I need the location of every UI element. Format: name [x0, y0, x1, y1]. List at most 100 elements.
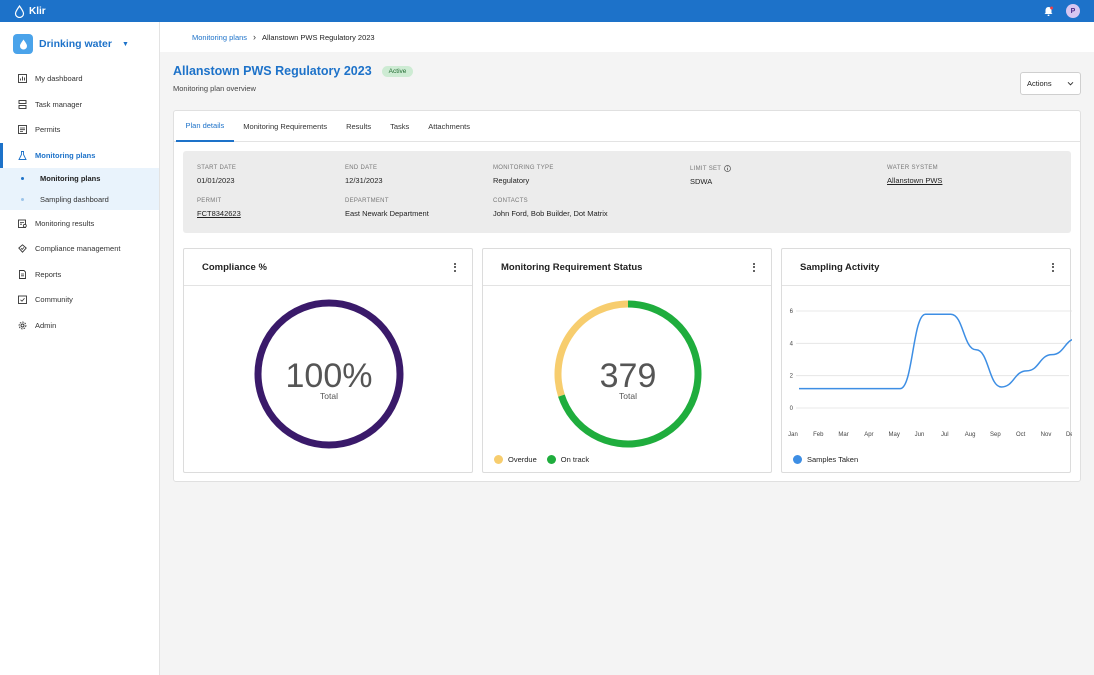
sidebar-nav-rest: Monitoring results Compliance management…: [0, 210, 159, 338]
field-label: START DATE: [197, 165, 237, 171]
product-label: Drinking water: [39, 38, 112, 50]
kebab-menu-icon[interactable]: [753, 262, 755, 272]
card-title: Compliance %: [202, 261, 267, 273]
sidebar-item-label: Monitoring plans: [35, 151, 96, 161]
bullet-icon: [21, 198, 24, 202]
requirement-legend: Overdue On track: [494, 455, 589, 464]
kebab-menu-icon[interactable]: [454, 262, 456, 272]
product-switcher[interactable]: Drinking water ▼: [0, 22, 159, 66]
card-title: Monitoring Requirement Status: [501, 261, 643, 273]
sidebar-item-label: Reports: [35, 269, 62, 279]
sidebar-subitem-monitoring-plans[interactable]: Monitoring plans: [0, 168, 159, 189]
x-tick-label: Jun: [915, 432, 925, 438]
field-value: 01/01/2023: [197, 176, 235, 185]
kebab-menu-icon[interactable]: [1052, 262, 1054, 272]
field-value: East Newark Department: [345, 209, 429, 218]
results-icon: [18, 219, 27, 228]
legend-item-overdue[interactable]: Overdue: [494, 455, 537, 464]
tab-monitoring-requirements[interactable]: Monitoring Requirements: [243, 122, 328, 131]
app-name: Klir: [29, 5, 46, 17]
page-header: Allanstown PWS Regulatory 2023 Active Mo…: [173, 64, 414, 93]
x-tick-label: Apr: [864, 432, 873, 438]
compliance-ring: [254, 299, 404, 449]
drop-logo-icon: [14, 4, 25, 18]
field-label: LIMIT SET: [690, 165, 722, 172]
field-value: SDWA: [690, 177, 713, 186]
sidebar-item-admin[interactable]: Admin: [0, 313, 159, 339]
x-tick-label: Mar: [838, 432, 848, 438]
plan-panel: Plan details Monitoring Requirements Res…: [173, 110, 1081, 482]
dashboard-icon: [18, 74, 27, 84]
x-tick-label: Feb: [813, 432, 824, 438]
legend-item-samples-taken[interactable]: Samples Taken: [793, 455, 858, 464]
breadcrumb: Monitoring plans › Allanstown PWS Regula…: [160, 22, 1094, 52]
y-tick-label: 0: [790, 406, 794, 412]
tab-results[interactable]: Results: [346, 122, 372, 131]
field-start-date: START DATE 01/01/2023: [197, 165, 236, 185]
requirement-total-value: 379: [600, 357, 657, 395]
tab-tasks[interactable]: Tasks: [390, 122, 410, 131]
app-logo[interactable]: Klir: [14, 4, 46, 18]
task-icon: [18, 99, 27, 109]
sidebar-nav: My dashboard Task manager Permits Monito…: [0, 66, 159, 168]
field-department: DEPARTMENT East Newark Department: [345, 198, 429, 218]
top-bar: Klir P: [0, 0, 1094, 22]
donut-segment-overdue[interactable]: [554, 300, 629, 397]
field-value: Regulatory: [493, 176, 530, 185]
sidebar-item-label: Compliance management: [35, 244, 121, 254]
field-contacts: CONTACTS John Ford, Bob Builder, Dot Mat…: [493, 198, 608, 218]
breadcrumb-current: Allanstown PWS Regulatory 2023: [262, 32, 375, 42]
sampling-activity-card: Sampling Activity 0 2 4 6 Jan Feb Mar Apr May Jun…: [781, 248, 1072, 473]
gear-icon: [18, 321, 27, 330]
sampling-line-chart: 0 2 4 6 Jan Feb Mar Apr May Jun Jul Aug Sep Oct Nov Dec: [788, 309, 1072, 438]
tab-plan-details[interactable]: Plan details: [176, 111, 234, 142]
field-label: CONTACTS: [493, 198, 528, 204]
field-label-row: LIMIT SET: [690, 165, 732, 172]
water-system-link[interactable]: Allanstown PWS: [887, 176, 943, 185]
field-end-date: END DATE 12/31/2023: [345, 165, 383, 185]
sidebar-item-label: My dashboard: [35, 74, 83, 84]
field-monitoring-type: MONITORING TYPE Regulatory: [493, 165, 554, 185]
notification-bell-icon[interactable]: [1043, 6, 1054, 17]
sidebar-item-label: Permits: [35, 125, 61, 135]
actions-button[interactable]: Actions: [1020, 72, 1081, 95]
sidebar-item-task-manager[interactable]: Task manager: [0, 92, 159, 118]
sidebar-item-my-dashboard[interactable]: My dashboard: [0, 66, 159, 92]
sidebar-item-monitoring-plans[interactable]: Monitoring plans: [0, 142, 159, 169]
sidebar-subitem-sampling-dashboard[interactable]: Sampling dashboard: [0, 189, 159, 210]
x-tick-label: Dec: [1066, 432, 1072, 438]
permit-link[interactable]: FCT8342623: [197, 209, 241, 218]
sidebar-submenu: Monitoring plans Sampling dashboard: [0, 168, 159, 211]
sidebar-subitem-label: Sampling dashboard: [40, 195, 109, 205]
tab-attachments[interactable]: Attachments: [428, 122, 470, 131]
info-icon[interactable]: [724, 165, 732, 172]
x-tick-label: Nov: [1041, 432, 1052, 438]
chevron-right-icon: ›: [253, 32, 257, 42]
compliance-donut: 100% Total: [254, 299, 404, 449]
x-tick-label: May: [889, 432, 900, 438]
sidebar-item-compliance-management[interactable]: Compliance management: [0, 236, 159, 262]
requirement-total-caption: Total: [619, 391, 637, 401]
avatar[interactable]: P: [1066, 4, 1080, 18]
x-tick-label: Jan: [788, 432, 798, 438]
report-icon: [18, 269, 27, 279]
requirement-status-donut: 379 Total: [554, 300, 702, 448]
legend-label: Overdue: [508, 455, 537, 464]
breadcrumb-link-monitoring-plans[interactable]: Monitoring plans: [192, 32, 248, 42]
y-tick-label: 6: [790, 309, 794, 315]
sidebar-item-permits[interactable]: Permits: [0, 117, 159, 143]
sidebar-item-community[interactable]: Community: [0, 287, 159, 313]
sidebar-item-reports[interactable]: Reports: [0, 262, 159, 288]
sidebar: Drinking water ▼ My dashboard Task manag…: [0, 22, 160, 675]
series-line-samples-taken[interactable]: [799, 313, 1072, 390]
compliance-card: Compliance % 100% Total: [183, 248, 473, 473]
legend-item-on-track[interactable]: On track: [546, 455, 590, 464]
field-value: John Ford, Bob Builder, Dot Matrix: [493, 209, 608, 218]
compliance-value: 100%: [286, 357, 373, 395]
field-label: END DATE: [345, 165, 378, 171]
tab-bar: Plan details Monitoring Requirements Res…: [174, 111, 1080, 142]
donut-segment-on-track[interactable]: [558, 300, 702, 448]
status-badge: Active: [381, 65, 414, 77]
sidebar-item-monitoring-results[interactable]: Monitoring results: [0, 210, 159, 236]
legend-label: On track: [560, 455, 590, 464]
